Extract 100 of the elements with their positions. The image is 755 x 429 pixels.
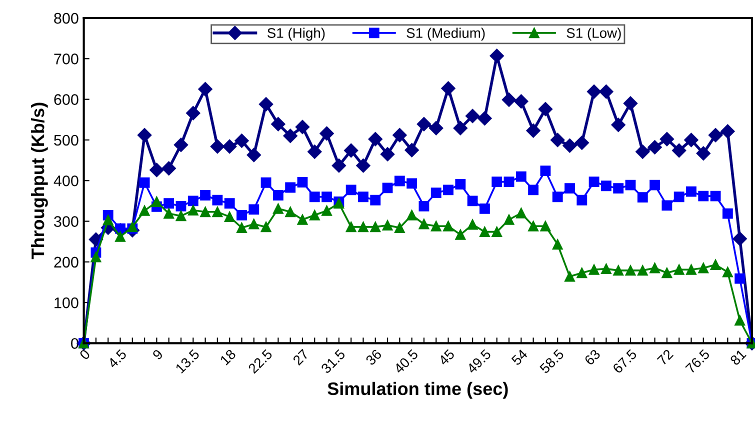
point [528,220,539,232]
point [698,262,709,274]
point [382,182,393,194]
x-tick-label: 49.5 [466,348,492,374]
point [139,205,150,216]
point [430,188,442,198]
point [708,128,723,142]
point [600,264,612,274]
point [564,183,575,194]
point [637,192,648,202]
point [246,148,261,162]
point [684,132,698,148]
point [188,205,198,216]
point [356,158,370,173]
x-tick-label: 27 [292,348,310,366]
x-tick-label: 31.5 [320,348,346,374]
x-tick-label: 40.5 [393,348,419,374]
point [382,220,393,231]
point [650,262,660,274]
point [588,264,600,275]
y-tick-label: 200 [54,256,78,268]
y-axis-title: Throughput (Kb/s) [30,102,48,260]
point [564,271,575,282]
point [320,126,334,141]
point [540,220,551,232]
point [455,179,466,190]
point [720,124,735,139]
point [674,192,684,202]
point [526,124,540,138]
x-tick-label: 9 [152,348,164,360]
point [625,265,636,276]
x-tick-label: 45 [438,348,456,366]
point [455,229,466,240]
point [574,136,589,150]
point [698,190,709,202]
point [490,48,504,63]
point [586,84,602,99]
point [478,111,492,126]
y-tick-label: 700 [54,54,78,64]
point [416,117,432,132]
point [674,264,684,275]
y-tick-label: 100 [54,297,78,308]
point [283,128,298,143]
point [115,231,126,242]
point [370,222,381,232]
point [380,147,395,162]
legend-label: S1 (High) [267,28,325,41]
point [248,218,260,230]
point [441,81,456,96]
x-tick-label: 67.5 [612,348,638,374]
point [504,214,514,225]
point [406,210,418,220]
point [394,176,405,186]
point [662,200,672,211]
point [224,212,235,222]
point [344,143,358,158]
point [236,222,247,233]
point [224,198,235,209]
point [198,82,212,96]
x-tick-label: 0 [78,348,91,360]
point [370,194,381,206]
y-tick-label: 300 [54,216,78,227]
point [309,210,320,220]
point [611,118,626,132]
point [576,268,588,278]
point [696,146,710,160]
point [418,218,430,230]
point [443,220,454,232]
point [162,161,176,176]
point [212,194,223,206]
x-tick-label: 54 [510,348,528,366]
point [260,177,272,188]
point [528,184,539,196]
point [234,134,249,148]
point [176,210,186,222]
point [514,94,528,108]
x-tick-label: 36 [365,348,382,366]
point [467,219,478,230]
point [248,204,260,215]
point [102,214,114,226]
point [151,196,162,207]
point [358,222,368,232]
point [504,176,514,188]
point [599,84,614,99]
point [322,205,332,216]
x-axis-title: Simulation time (sec) [328,382,508,399]
point [309,192,320,202]
point [465,108,480,124]
point [732,232,747,246]
point [295,120,310,134]
point [174,138,188,152]
point [686,264,696,275]
point [358,192,368,202]
point [710,260,721,270]
point [186,106,200,120]
y-tick-label: 800 [54,12,78,24]
point [285,182,296,193]
point [346,184,356,196]
point [550,132,565,148]
point [164,208,174,219]
